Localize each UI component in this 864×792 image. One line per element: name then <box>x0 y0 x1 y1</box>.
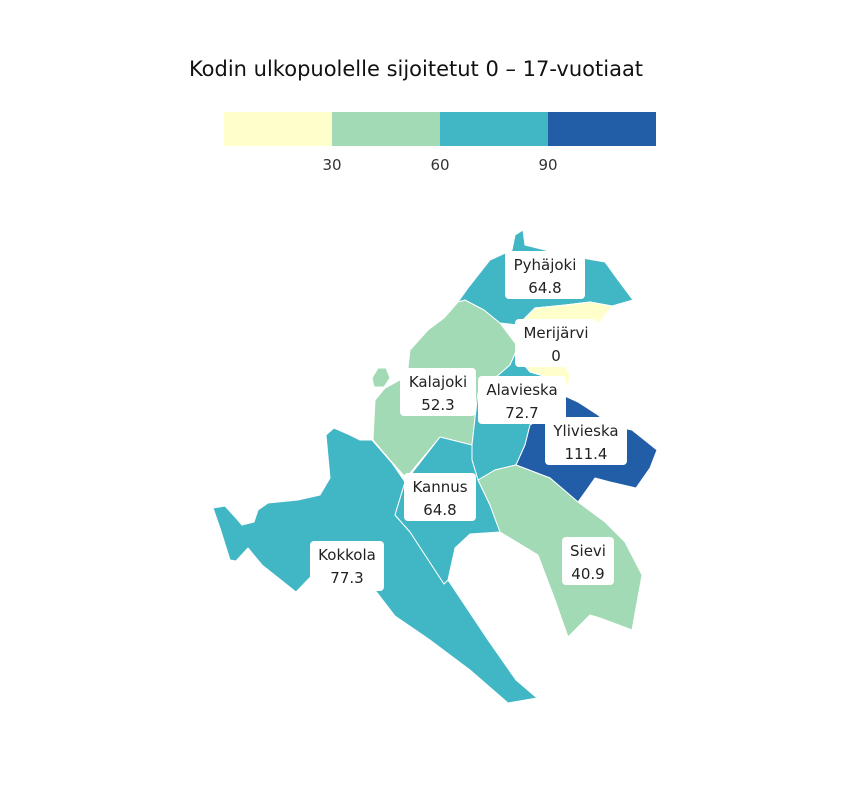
label-merijarvi-name: Merijärvi <box>523 324 588 342</box>
label-alavieska-name: Alavieska <box>486 381 557 399</box>
label-sievi-value: 40.9 <box>571 565 604 583</box>
label-pyhajoki-name: Pyhäjoki <box>514 256 577 274</box>
legend: 30 60 90 <box>224 112 656 174</box>
label-kalajoki: Kalajoki 52.3 <box>400 368 476 416</box>
label-kannus: Kannus 64.8 <box>404 473 476 521</box>
legend-tick-30: 30 <box>322 156 341 174</box>
label-ylivieska-value: 111.4 <box>565 445 608 463</box>
legend-bin-3 <box>548 112 656 146</box>
regions <box>212 229 658 704</box>
label-alavieska: Alavieska 72.7 <box>478 376 566 424</box>
label-kokkola-value: 77.3 <box>330 569 363 587</box>
label-ylivieska-name: Ylivieska <box>552 422 618 440</box>
region-kalajoki-island[interactable] <box>371 367 391 388</box>
label-merijarvi-value: 0 <box>551 347 561 365</box>
legend-bin-0 <box>224 112 332 146</box>
label-alavieska-value: 72.7 <box>505 404 538 422</box>
label-ylivieska: Ylivieska 111.4 <box>545 417 627 465</box>
label-kalajoki-value: 52.3 <box>421 396 454 414</box>
label-kalajoki-name: Kalajoki <box>409 373 467 391</box>
label-kokkola-name: Kokkola <box>318 546 376 564</box>
label-kokkola: Kokkola 77.3 <box>310 541 384 591</box>
legend-tick-90: 90 <box>538 156 557 174</box>
map-title: Kodin ulkopuolelle sijoitetut 0 – 17-vuo… <box>188 57 644 81</box>
label-merijarvi: Merijärvi 0 <box>515 319 597 367</box>
label-kannus-value: 64.8 <box>423 501 456 519</box>
legend-bin-1 <box>332 112 440 146</box>
region-sievi[interactable] <box>477 464 643 638</box>
label-sievi-name: Sievi <box>570 542 606 560</box>
label-pyhajoki-value: 64.8 <box>528 279 561 297</box>
label-kannus-name: Kannus <box>412 478 467 496</box>
label-pyhajoki: Pyhäjoki 64.8 <box>505 251 585 299</box>
legend-tick-60: 60 <box>430 156 449 174</box>
label-sievi: Sievi 40.9 <box>562 537 614 585</box>
legend-bin-2 <box>440 112 548 146</box>
